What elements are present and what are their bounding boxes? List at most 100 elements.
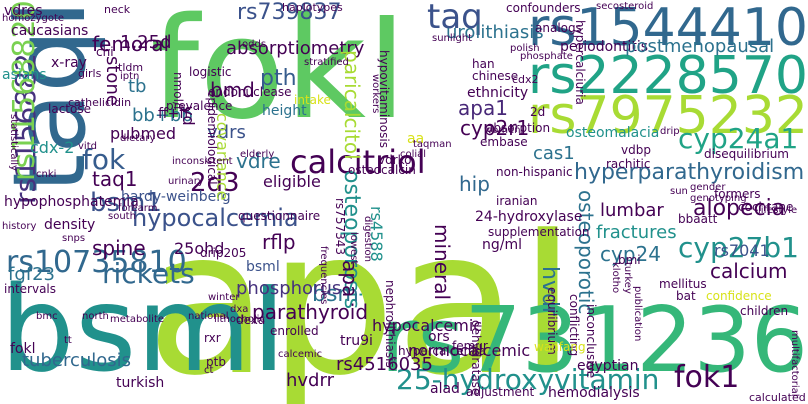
cloud-word: embase — [480, 135, 528, 149]
cloud-word: endonuclease — [208, 85, 292, 99]
cloud-word: spine — [92, 236, 146, 260]
cloud-word: pth — [260, 66, 297, 91]
cloud-word: statistically — [8, 114, 19, 171]
cloud-word: confidence — [706, 289, 772, 303]
cloud-word: vdrs — [207, 122, 246, 143]
cloud-word: tuberculosis — [22, 350, 132, 371]
cloud-word: multifactorial — [789, 330, 800, 397]
cloud-word: urolithiasis — [446, 22, 544, 43]
cloud-word: bb+bb — [132, 105, 193, 126]
cloud-word: mellitus — [659, 277, 707, 291]
cloud-word: calculated — [749, 391, 806, 404]
cloud-word: haplotypes — [282, 1, 343, 14]
cloud-word: calcemic — [278, 349, 323, 360]
cloud-word: homozygote — [2, 13, 65, 24]
cloud-word: tb — [128, 76, 147, 97]
cloud-word: neck — [104, 3, 131, 16]
cloud-word: intervals — [4, 282, 57, 296]
cloud-word: prevalence — [166, 99, 233, 113]
cloud-word: tldm — [118, 61, 144, 74]
cloud-word: taq1 — [92, 167, 138, 191]
cloud-word: logistic — [189, 65, 232, 79]
cloud-word: bbaatt — [678, 212, 718, 226]
cloud-word: taqman — [413, 139, 452, 150]
cloud-word: 24-hydroxylase — [475, 209, 583, 225]
cloud-word: fgf23 — [8, 264, 56, 285]
cloud-word: non-hispanic — [496, 165, 573, 179]
cloud-word: cdx2 — [512, 73, 539, 86]
cloud-word: rxr — [204, 331, 221, 345]
cloud-word: dietary — [120, 133, 156, 144]
cloud-word: alopecia — [693, 196, 786, 221]
cloud-word: fokI — [150, 0, 408, 151]
cloud-word: formers — [714, 187, 761, 201]
cloud-word: south — [108, 211, 136, 222]
cloud-word: lowest — [348, 232, 359, 265]
cloud-word: cdx-2 — [30, 138, 75, 157]
cloud-word: bmd — [210, 78, 255, 102]
cloud-word: lumbar — [600, 200, 664, 221]
cloud-word: taq — [427, 0, 483, 37]
cloud-word: disequilibrium — [704, 147, 789, 161]
cloud-word: inconclusive — [584, 304, 598, 379]
cloud-word: national — [188, 311, 229, 322]
cloud-word: x-ray — [51, 55, 87, 71]
cloud-word: adjustment — [466, 385, 535, 399]
cloud-word: hemodialysis — [548, 385, 640, 401]
cloud-word: apa — [338, 260, 362, 298]
cloud-word: supplementation — [488, 225, 590, 239]
cloud-word: bmc — [36, 311, 58, 322]
cloud-word: hypercalcemia — [398, 344, 487, 358]
cloud-word: nephrolithiasis — [383, 280, 397, 368]
cloud-word: polish — [510, 43, 540, 54]
cloud-word: ethnicity — [467, 85, 529, 101]
cloud-word: bsmI — [0, 260, 287, 398]
cloud-word: children — [740, 304, 789, 318]
cloud-word: absorptiometry — [226, 38, 365, 59]
cloud-word: ng/ml — [482, 237, 523, 253]
cloud-word: alad — [430, 381, 460, 397]
cloud-word: eligible — [263, 172, 321, 191]
cloud-word: apaI — [146, 187, 578, 404]
cloud-word: turkish — [116, 375, 165, 391]
cloud-word: density — [44, 217, 96, 233]
cloud-word: hypophosphatemia — [4, 194, 139, 210]
cloud-word: hyperparathyroidism — [574, 160, 805, 185]
cloud-word: rs7975232 — [527, 86, 808, 146]
cloud-word: rs4516035 — [336, 354, 433, 375]
cloud-word: secosteroid — [596, 1, 654, 12]
cloud-word: forearm — [118, 203, 158, 214]
cloud-word: gender — [690, 182, 726, 193]
cloud-word: dexa — [236, 313, 266, 327]
cloud-word: asians — [2, 67, 47, 83]
cloud-word: nmol/l — [171, 72, 185, 110]
cloud-word: workers — [370, 74, 381, 114]
cloud-word: aa — [407, 131, 425, 147]
cloud-word: elderly — [240, 149, 275, 160]
cloud-word: caucasians — [11, 23, 89, 39]
cloud-word: rs2228570 — [527, 46, 808, 106]
cloud-word: analogs — [535, 21, 582, 35]
cloud-word: history — [2, 221, 37, 232]
cloud-word: frequencies — [318, 246, 329, 305]
cloud-word: rs731236 — [380, 288, 808, 393]
cloud-word: vdres — [4, 3, 43, 19]
cloud-word: hvdrr — [286, 370, 334, 391]
cloud-word: mineral — [430, 224, 454, 301]
cloud-word: genotyping — [690, 193, 747, 204]
cloud-word: lactose — [48, 102, 91, 116]
cloud-word: vdre — [236, 149, 281, 173]
cloud-word: rs1544410 — [527, 0, 808, 58]
cloud-word: periodontitis — [560, 39, 649, 55]
cloud-word: 1,25d — [120, 32, 172, 53]
cloud-word: winter — [208, 292, 240, 303]
cloud-word: fok1 — [674, 360, 740, 395]
cloud-word: cyp27b1 — [678, 231, 799, 264]
cloud-word: tru9i — [340, 333, 373, 349]
cloud-word: lithocholic — [214, 314, 265, 325]
cloud-word: intake — [294, 93, 331, 107]
cloud-word: cyp2r1 — [460, 116, 530, 140]
cloud-word: bat — [676, 289, 696, 303]
cloud-word: femoral — [92, 32, 170, 56]
